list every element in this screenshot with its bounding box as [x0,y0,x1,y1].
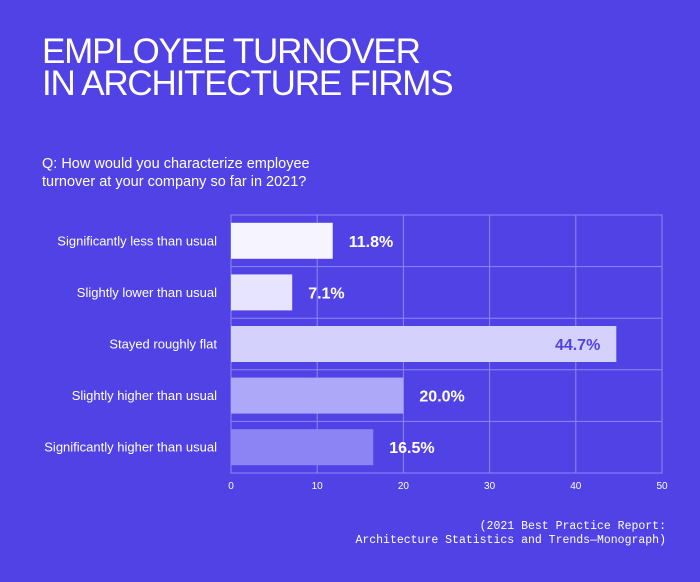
chart-title: EMPLOYEE TURNOVER IN ARCHITECTURE FIRMS [42,32,662,103]
bar-chart: 0 10 20 30 40 50 Significantly less than usual… [44,214,668,492]
category-label-4: Slightly higher than usual [72,388,217,403]
x-tick-label-20: 20 [398,481,410,492]
x-tick-label-30: 30 [484,481,496,492]
value-label-3: 44.7% [555,337,600,354]
x-tick-label-40: 40 [570,481,582,492]
value-label-5: 16.5% [389,440,434,457]
value-label-1: 11.8% [349,234,393,251]
title-line-2: IN ARCHITECTURE FIRMS [42,64,454,103]
x-tick-label-0: 0 [228,481,234,492]
category-label-5: Significantly higher than usual [44,440,217,455]
title-line-1: EMPLOYEE TURNOVER [42,32,421,71]
bar-5 [231,429,374,466]
x-tick-label-10: 10 [312,481,324,492]
category-label-2: Slightly lower than usual [77,285,217,300]
source-note: (2021 Best Practice Report: Architecture… [266,520,666,548]
category-label-1: Significantly less than usual [57,233,217,248]
category-label-3: Stayed roughly flat [109,337,217,352]
value-label-2: 7.1% [308,285,344,302]
bar-2 [231,274,293,311]
value-label-4: 20.0% [419,389,464,406]
source-line-2: Architecture Statistics and Trends—Monog… [355,534,666,547]
survey-question: Q: How would you characterize employee t… [42,156,310,190]
source-line-1: (2021 Best Practice Report: [479,520,666,533]
bar-3 [231,326,617,362]
x-tick-label-50: 50 [656,481,668,492]
bar-4 [231,377,404,414]
bar-1 [231,222,333,259]
